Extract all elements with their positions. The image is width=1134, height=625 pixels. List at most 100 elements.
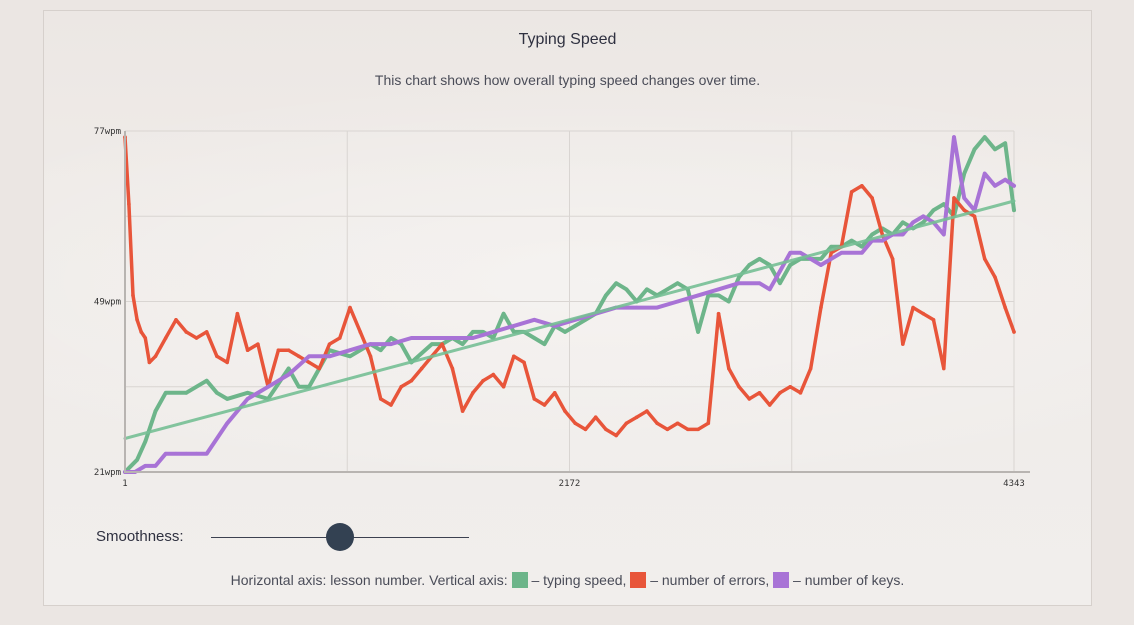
data-point-errors <box>706 421 711 426</box>
data-point-keys <box>696 293 700 298</box>
data-point-errors <box>624 421 629 426</box>
data-point-keys <box>532 317 537 322</box>
data-point-errors <box>573 421 578 426</box>
x-tick-label: 2172 <box>559 479 581 489</box>
data-point-errors <box>245 348 250 353</box>
data-point-speed <box>542 342 547 346</box>
series-line-keys <box>123 135 1016 474</box>
data-point-keys <box>204 451 209 456</box>
data-point-errors <box>911 305 915 310</box>
data-point-errors <box>593 415 598 419</box>
data-point-errors <box>348 305 352 310</box>
smoothness-slider[interactable] <box>211 522 469 552</box>
data-point-speed <box>849 238 854 243</box>
data-point-speed <box>921 220 926 225</box>
data-point-speed <box>778 281 782 286</box>
data-point-keys <box>655 305 659 310</box>
data-point-keys <box>450 336 455 340</box>
slider-thumb[interactable] <box>326 523 354 551</box>
data-point-errors <box>726 366 731 371</box>
data-point-errors <box>409 378 414 383</box>
data-point-speed <box>972 147 977 152</box>
data-point-keys <box>153 464 158 468</box>
data-point-keys <box>1003 177 1007 182</box>
data-point-speed <box>788 263 793 267</box>
data-point-errors <box>757 391 762 395</box>
data-point-errors <box>982 257 987 261</box>
legend-prefix: Horizontal axis: lesson number. Vertical… <box>230 572 508 588</box>
data-point-errors <box>440 342 444 346</box>
data-point-errors <box>143 336 148 340</box>
data-point-errors <box>901 342 905 346</box>
data-point-speed <box>993 147 997 152</box>
legend-speed: – typing speed, <box>531 572 627 588</box>
data-point-speed <box>389 336 393 340</box>
data-point-keys <box>921 214 926 219</box>
data-point-errors <box>614 433 618 438</box>
data-point-errors <box>829 250 833 255</box>
data-point-speed <box>573 324 578 328</box>
data-point-errors <box>808 366 813 371</box>
legend-swatch-speed <box>511 572 528 588</box>
data-point-keys <box>194 451 199 456</box>
data-point-errors <box>798 391 803 395</box>
legend-errors: – number of errors, <box>650 572 770 588</box>
data-point-keys <box>327 354 332 359</box>
data-point-keys <box>982 171 987 176</box>
data-point-speed <box>931 208 936 212</box>
data-point-speed <box>501 311 506 316</box>
data-point-errors <box>931 317 936 322</box>
data-point-errors <box>501 384 506 389</box>
data-point-keys <box>163 451 168 456</box>
data-point-errors <box>174 317 178 322</box>
data-point-speed <box>757 257 762 261</box>
data-point-keys <box>860 250 864 255</box>
data-point-keys <box>911 220 915 225</box>
data-point-errors <box>204 330 209 334</box>
data-point-errors <box>604 427 608 432</box>
legend-swatch-errors <box>630 572 647 588</box>
data-point-speed <box>184 391 189 395</box>
x-tick-label: 1 <box>122 479 127 489</box>
data-point-errors <box>399 384 404 389</box>
data-point-errors <box>276 348 281 353</box>
data-point-speed <box>143 439 148 444</box>
data-point-speed <box>563 330 567 334</box>
data-point-keys <box>368 342 373 346</box>
data-point-errors <box>286 348 291 353</box>
data-point-errors <box>716 311 721 316</box>
data-point-errors <box>256 342 260 346</box>
chart-panel: Typing Speed This chart shows how overal… <box>43 10 1092 606</box>
data-point-errors <box>532 397 537 401</box>
data-point-speed <box>860 244 864 249</box>
data-point-keys <box>952 135 956 139</box>
data-point-keys <box>266 384 270 389</box>
data-point-keys <box>901 232 905 237</box>
data-point-errors <box>542 403 547 407</box>
data-point-speed <box>286 366 291 371</box>
data-point-errors <box>471 391 475 395</box>
data-point-errors <box>450 366 455 371</box>
data-point-speed <box>471 330 475 334</box>
data-point-speed <box>696 330 700 334</box>
series-line-trend <box>123 199 1016 440</box>
data-point-keys <box>675 299 680 304</box>
data-point-errors <box>135 317 139 322</box>
series-line-errors <box>123 135 1016 438</box>
data-point-errors <box>215 354 219 359</box>
data-point-keys <box>491 330 496 334</box>
data-point-errors <box>512 354 516 359</box>
data-point-keys <box>307 354 311 359</box>
data-point-keys <box>225 421 229 426</box>
data-point-errors <box>788 384 793 389</box>
data-point-errors <box>1003 305 1007 310</box>
data-point-errors <box>460 409 465 413</box>
data-point-errors <box>819 305 823 310</box>
y-tick-label: 77wpm <box>94 127 121 137</box>
data-point-errors <box>675 421 680 426</box>
data-point-keys <box>430 336 434 340</box>
data-point-errors <box>941 366 946 371</box>
data-point-errors <box>153 354 158 359</box>
data-point-errors <box>563 409 567 413</box>
data-point-errors <box>962 208 967 212</box>
